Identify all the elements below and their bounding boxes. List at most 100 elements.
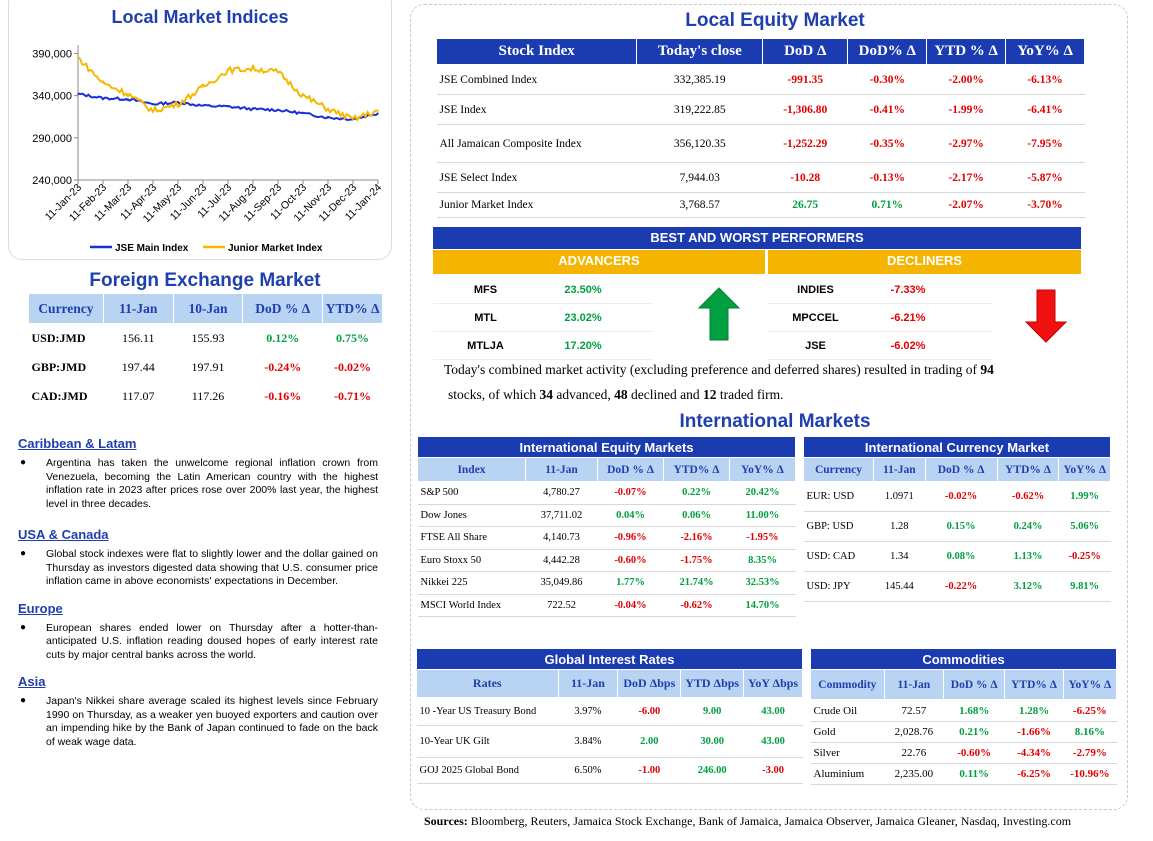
rates-table-header-3: YTD Δbps	[680, 669, 745, 698]
data-point	[177, 101, 179, 104]
up-arrow-icon	[697, 287, 741, 341]
summary-declined: 48	[614, 387, 628, 402]
com-table-cell: 2,028.76	[884, 721, 944, 743]
market-summary: Today's combined market activity (exclud…	[444, 357, 1084, 407]
cur-table-row: USD: JPY 145.44 -0.22% 3.12% 9.81%	[803, 571, 1111, 602]
data-point	[327, 108, 329, 110]
com-table-cell: Crude Oil	[810, 699, 885, 722]
rates-table-row: GOJ 2025 Global Bond 6.50% -1.00 246.00 -3.0…	[416, 757, 803, 784]
lem-table-cell: 3,768.57	[636, 192, 763, 218]
y-tick-label: 290,000	[32, 133, 72, 145]
lem-table-cell: -3.70%	[1005, 192, 1085, 218]
fx-table-cell: -0.16%	[264, 388, 302, 403]
com-table-title: Commodities	[810, 648, 1117, 670]
eq-table-cell: -1.75%	[663, 549, 730, 572]
eq-table-cell: -1.95%	[729, 526, 796, 550]
fx-table-cell: -0.71%	[334, 388, 372, 403]
data-point	[102, 82, 104, 84]
eq-table-cell: 21.74%	[663, 571, 730, 595]
fx-table-cell: 156.11	[121, 330, 155, 345]
bullet-icon: ●	[20, 548, 27, 559]
data-point	[202, 86, 204, 88]
eq-table-cell: 37,711.02	[525, 504, 598, 527]
decliners-list: INDIES -7.33% MPCCEL -6.21% JSE -6.02%	[768, 276, 993, 360]
summary-text-4: declined and	[627, 387, 703, 402]
cur-table-cell: -0.02%	[925, 481, 998, 512]
eq-table-cell: -0.62%	[663, 594, 730, 617]
eq-table-cell: MSCI World Index	[417, 594, 526, 617]
lem-table-cell: 7,944.03	[636, 162, 763, 193]
right-panel	[410, 4, 1128, 810]
rates-table-row: 10 -Year US Treasury Bond 3.97% -6.00 9.00 4…	[416, 697, 803, 726]
lem-table-cell: -6.13%	[1005, 64, 1085, 95]
lem-table-row: Junior Market Index 3,768.57 26.75 0.71% -2.…	[436, 192, 1085, 218]
change: -7.33%	[890, 283, 926, 296]
rates-table-cell: 2.00	[617, 725, 681, 758]
rates-table-cell: 43.00	[743, 725, 803, 758]
news-heading[interactable]: USA & Canada	[18, 527, 109, 542]
cur-table-row: USD: CAD 1.34 0.08% 1.13% -0.25%	[803, 541, 1111, 572]
eq-table-cell: 4,780.27	[525, 481, 598, 505]
fx-table-cell: 197.91	[191, 359, 225, 374]
news-heading[interactable]: Europe	[18, 600, 63, 616]
intl-equity-table: International Equity Markets Index 11-Jan D…	[417, 436, 796, 617]
cur-table-cell: 0.24%	[997, 511, 1059, 542]
eq-table-cell: -0.07%	[597, 481, 664, 505]
data-point	[252, 67, 254, 70]
rates-table-cell: 3.84%	[558, 725, 618, 758]
news-heading[interactable]: Asia	[18, 674, 46, 689]
cur-table-cell: 5.06%	[1058, 511, 1111, 542]
decliner-row: MPCCEL -6.21%	[768, 304, 993, 332]
legend-label: JSE Main Index	[115, 243, 189, 254]
lem-table-cell: -7.95%	[1005, 124, 1085, 163]
lem-table-header-0: Stock Index	[435, 38, 638, 65]
cur-table-header-3: YTD% Δ	[996, 457, 1060, 482]
series-line-junior	[77, 56, 379, 122]
com-table-cell: Silver	[810, 742, 885, 764]
news-section: Caribbean & Latam ● Argentina has taken …	[18, 436, 380, 761]
eq-table-cell: 722.52	[525, 594, 598, 617]
fx-table-header-3: DoD % Δ	[242, 293, 324, 324]
fx-table-header-0: Currency	[28, 293, 104, 324]
fx-table-cell: -0.24%	[264, 359, 302, 374]
fx-table-header-2: 10-Jan	[172, 293, 244, 324]
lem-table-row: JSE Select Index 7,944.03 -10.28 -0.13% -2.1…	[436, 162, 1085, 193]
ticker: MFS	[473, 283, 498, 296]
lem-table-cell: All Jamaican Composite Index	[436, 124, 637, 163]
rates-table-header-0: Rates	[416, 669, 559, 698]
cur-table-cell: 1.0971	[873, 481, 926, 512]
lem-table-row: All Jamaican Composite Index 356,120.35 -1…	[436, 124, 1085, 163]
rates-table-cell: -3.00	[743, 757, 803, 784]
lem-table-header-4: YTD % Δ	[926, 38, 1007, 65]
ticker: MTLJA	[467, 339, 504, 352]
data-point	[127, 93, 129, 95]
summary-text-5: traded firm.	[716, 387, 784, 402]
advancer-row: MTL 23.02%	[433, 304, 653, 332]
ticker: MTL	[474, 311, 497, 324]
cur-table-cell: -0.62%	[997, 481, 1059, 512]
eq-table-row: Nikkei 225 35,049.86 1.77% 21.74% 32.53%	[417, 571, 796, 595]
change: 23.50%	[564, 283, 602, 296]
bullet-icon: ●	[20, 457, 27, 468]
rates-table-cell: 3.97%	[558, 697, 618, 726]
lem-table-cell: -10.28	[762, 162, 848, 193]
com-table-cell: 72.57	[884, 699, 944, 722]
lem-table-cell: -2.07%	[926, 192, 1006, 218]
eq-table-cell: 0.22%	[663, 481, 730, 505]
rates-table-cell: 10 -Year US Treasury Bond	[416, 697, 559, 726]
eq-table-header-3: YTD% Δ	[663, 457, 730, 482]
decliner-row: JSE -6.02%	[768, 332, 993, 360]
news-text: Japan's Nikkei share average scaled its …	[46, 695, 378, 748]
eq-table-row: Dow Jones 37,711.02 0.04% 0.06% 11.00%	[417, 504, 796, 527]
summary-advanced: 34	[539, 387, 554, 402]
data-point	[127, 98, 129, 100]
fx-table-cell: CAD:JMD	[31, 388, 88, 403]
news-item: Europe ● European shares ended lower on …	[18, 601, 380, 663]
lem-table-cell: JSE Combined Index	[436, 64, 637, 95]
eq-table-cell: -0.60%	[597, 549, 664, 572]
change: -6.21%	[890, 311, 926, 324]
advancers-label: ADVANCERS	[433, 250, 765, 274]
cur-table-row: EUR: USD 1.0971 -0.02% -0.62% 1.99%	[803, 481, 1111, 512]
cur-table-cell: USD: CAD	[803, 541, 874, 572]
news-heading[interactable]: Caribbean & Latam	[18, 436, 137, 451]
